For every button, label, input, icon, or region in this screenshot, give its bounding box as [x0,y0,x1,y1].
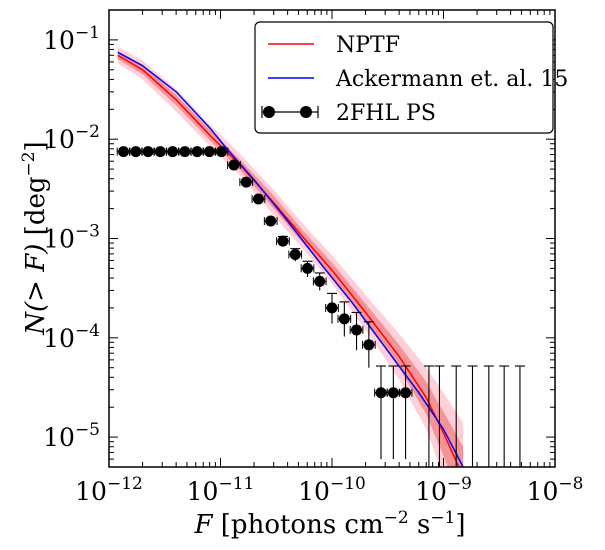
2fhl-data-point [302,262,314,274]
x-tick-label: 10−9 [415,474,472,506]
legend-2fhl-label: 2FHL PS [336,101,436,126]
2fhl-data-point [277,235,289,247]
2fhl-data-point [154,146,166,158]
2fhl-data-point [240,176,252,188]
2fhl-data-point [387,387,399,399]
2fhl-data-point [363,339,375,351]
2fhl-data-point [351,324,363,336]
x-tick-label: 10−8 [527,474,584,506]
2fhl-data-point [215,146,227,158]
2fhl-data-point [142,146,154,158]
series-lines [117,51,464,467]
2fhl-data-point [265,215,277,227]
legend-ackermann-label: Ackermann et. al. 15 [335,67,568,92]
x-tick-label: 10−11 [187,474,255,506]
2fhl-data-point [375,387,387,399]
x-tick-label: 10−12 [75,474,143,506]
legend-2fhl-swatch [261,106,319,118]
2fhl-data-point [314,275,326,287]
y-tick-labels: 10−5 10−4 10−3 10−2 10−1 [43,23,100,452]
2fhl-data-point [252,193,264,205]
ackermann-et-al-15-line [117,51,464,467]
2fhl-data-point [289,249,301,261]
x-axis-title: F [photons cm−2 s−1] [193,508,465,540]
2fhl-data-point [167,146,179,158]
y-tick-label: 10−5 [43,420,100,452]
2fhl-data-point [338,313,350,325]
2fhl-data-point [400,387,412,399]
2fhl-data-point [118,146,130,158]
x-tick-labels: 10−12 10−11 10−10 10−9 10−8 [75,474,583,506]
2fhl-data-point [228,159,240,171]
legend-box [254,21,554,134]
y-tick-label: 10−3 [43,222,100,254]
2fhl-data-point [326,302,338,314]
y-tick-label: 10−1 [43,23,100,55]
legend: NPTF Ackermann et. al. 15 2FHL PS [254,21,568,134]
y-tick-label: 10−4 [43,321,100,353]
nptf-line [117,54,460,467]
2fhl-data-point [179,146,191,158]
x-tick-label: 10−10 [298,474,366,506]
2fhl-data-point [203,146,215,158]
2fhl-data-point [130,146,142,158]
y-axis-title: N(> F) [deg−2] [19,141,51,335]
data-points [116,146,525,467]
legend-nptf-label: NPTF [336,33,400,58]
y-tick-label: 10−2 [43,122,100,154]
2fhl-data-point [191,146,203,158]
